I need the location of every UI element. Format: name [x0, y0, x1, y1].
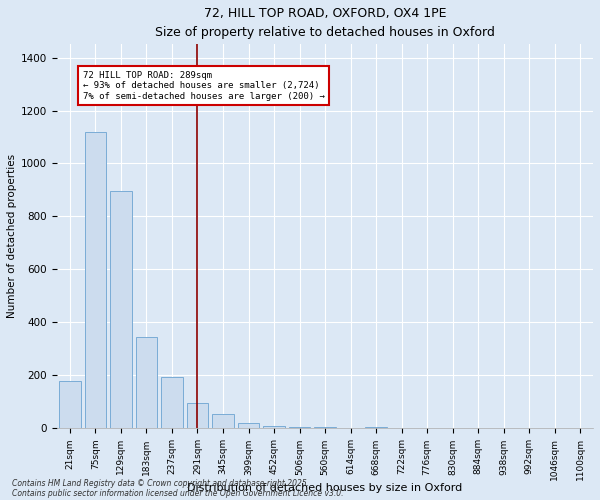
- Y-axis label: Number of detached properties: Number of detached properties: [7, 154, 17, 318]
- Bar: [85, 132, 106, 428]
- Bar: [187, 404, 208, 428]
- Bar: [59, 380, 80, 428]
- Bar: [289, 427, 310, 428]
- Bar: [212, 414, 234, 428]
- Bar: [263, 426, 285, 428]
- Bar: [161, 377, 183, 428]
- Text: 72 HILL TOP ROAD: 289sqm
← 93% of detached houses are smaller (2,724)
7% of semi: 72 HILL TOP ROAD: 289sqm ← 93% of detach…: [83, 71, 325, 101]
- Bar: [136, 337, 157, 428]
- Title: 72, HILL TOP ROAD, OXFORD, OX4 1PE
Size of property relative to detached houses : 72, HILL TOP ROAD, OXFORD, OX4 1PE Size …: [155, 7, 495, 39]
- Text: Contains public sector information licensed under the Open Government Licence v3: Contains public sector information licen…: [12, 488, 343, 498]
- Text: Contains HM Land Registry data © Crown copyright and database right 2025.: Contains HM Land Registry data © Crown c…: [12, 478, 309, 488]
- Bar: [110, 192, 132, 428]
- X-axis label: Distribution of detached houses by size in Oxford: Distribution of detached houses by size …: [187, 483, 463, 493]
- Bar: [238, 423, 259, 428]
